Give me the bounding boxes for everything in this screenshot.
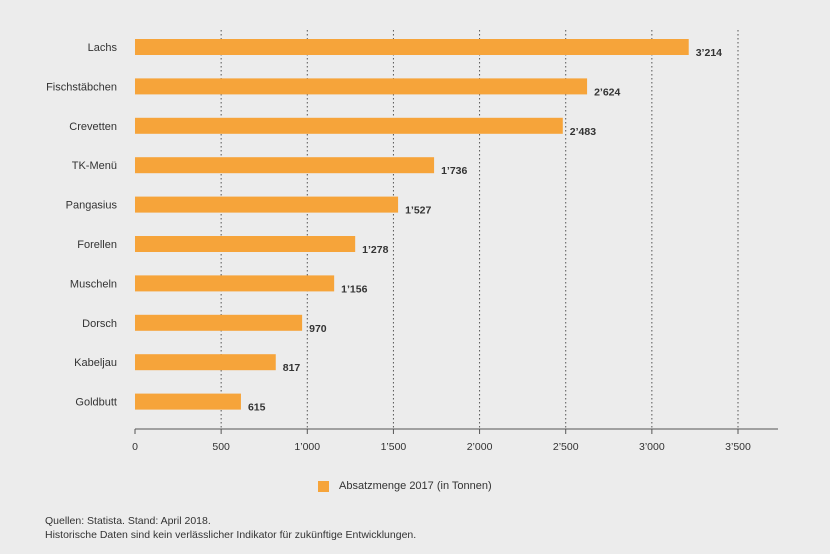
bars xyxy=(135,39,689,410)
category-label-muscheln: Muscheln xyxy=(70,278,117,290)
disclaimer-text: Historische Daten sind kein verlässliche… xyxy=(45,529,417,541)
legend-swatch xyxy=(318,480,329,492)
bar-kabeljau xyxy=(135,354,276,371)
bar-forellen xyxy=(135,236,356,252)
category-label-lachs: Lachs xyxy=(88,42,118,54)
category-label-forellen: Forellen xyxy=(77,239,117,251)
labels: Lachs 3’214 Fischstäbchen 2’624 Crevetten 2’4… xyxy=(46,42,722,414)
tick-label-1500: 1’500 xyxy=(381,441,407,453)
legend: Absatzmenge 2017 (in Tonnen) xyxy=(318,480,492,492)
legend-label: Absatzmenge 2017 (in Tonnen) xyxy=(339,480,492,492)
value-label-lachs: 3’214 xyxy=(696,47,722,59)
value-label-crevetten: 2’483 xyxy=(570,126,596,138)
category-label-tk-men-: TK-Menü xyxy=(72,160,117,172)
tick-label-3500: 3’500 xyxy=(725,441,751,453)
category-label-crevetten: Crevetten xyxy=(69,121,117,133)
bar-lachs xyxy=(135,39,689,55)
x-axis-ticks: 0 500 1’000 1’500 2’000 2’500 3’000 3’500 xyxy=(132,429,751,453)
value-label-kabeljau: 817 xyxy=(283,362,301,374)
bar-crevetten xyxy=(135,117,563,134)
value-label-goldbutt: 615 xyxy=(248,402,266,414)
bar-dorsch xyxy=(135,314,303,331)
category-label-goldbutt: Goldbutt xyxy=(75,397,117,409)
category-label-dorsch: Dorsch xyxy=(82,318,117,330)
value-label-fischst-bchen: 2’624 xyxy=(594,86,620,98)
footer: Quellen: Statista. Stand: April 2018. Hi… xyxy=(45,514,416,542)
bar-pangasius xyxy=(135,196,399,213)
value-label-forellen: 1’278 xyxy=(362,244,388,256)
category-label-pangasius: Pangasius xyxy=(66,200,118,212)
value-label-tk-men-: 1’736 xyxy=(441,165,467,177)
tick-label-1000: 1’000 xyxy=(294,441,320,453)
category-label-kabeljau: Kabeljau xyxy=(74,357,117,369)
tick-label-0: 0 xyxy=(132,441,138,453)
bar-goldbutt xyxy=(135,393,241,410)
bar-muscheln xyxy=(135,275,335,292)
bar-fischst-bchen xyxy=(135,78,588,95)
category-label-fischst-bchen: Fischstäbchen xyxy=(46,81,117,93)
bar-chart: Lachs 3’214 Fischstäbchen 2’624 Crevetten 2’4… xyxy=(46,30,778,453)
tick-label-3000: 3’000 xyxy=(639,441,665,453)
tick-label-500: 500 xyxy=(212,441,230,453)
tick-label-2000: 2’000 xyxy=(467,441,493,453)
value-label-muscheln: 1’156 xyxy=(341,283,367,295)
value-label-pangasius: 1’527 xyxy=(405,205,431,217)
bar-tk-men- xyxy=(135,157,435,174)
source-text: Quellen: Statista. Stand: April 2018. xyxy=(45,515,211,527)
value-label-dorsch: 970 xyxy=(309,323,327,335)
tick-label-2500: 2’500 xyxy=(553,441,579,453)
